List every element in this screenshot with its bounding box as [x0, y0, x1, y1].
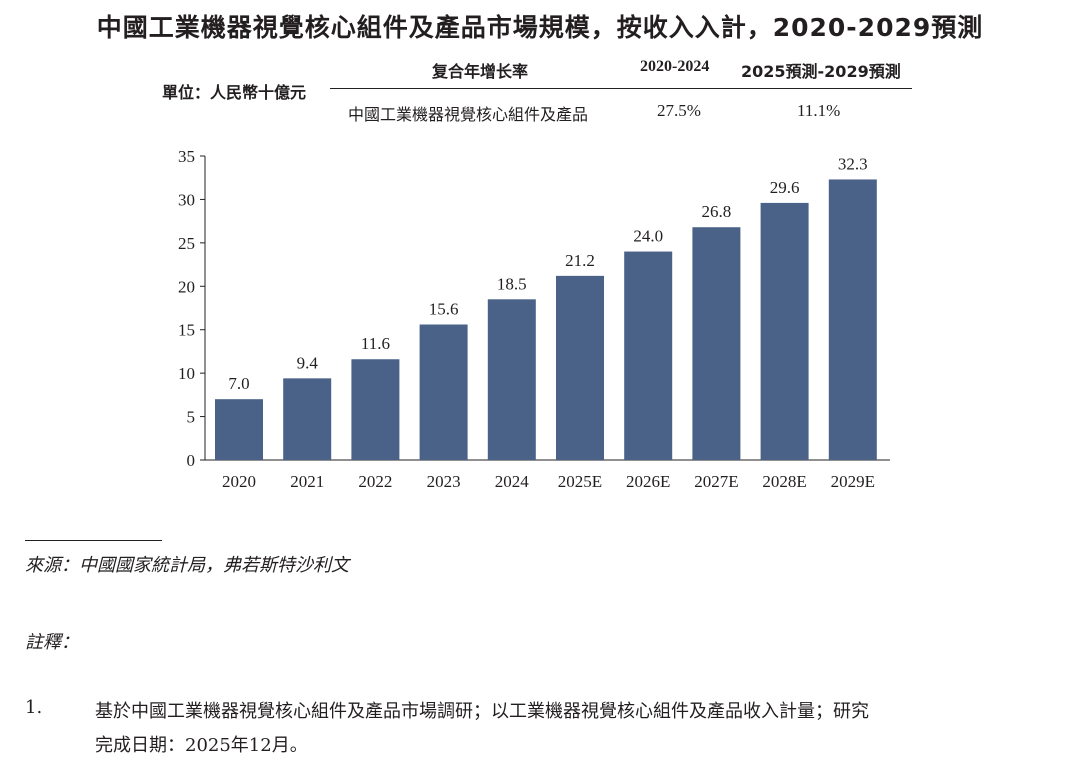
y-tick-label: 35 [178, 147, 195, 166]
bar-2023 [419, 324, 468, 460]
note-line-2: 完成日期：2025年12月。 [95, 735, 308, 756]
x-tick-label: 2021 [290, 472, 324, 491]
bar-2024 [487, 299, 536, 460]
x-tick-label: 2026E [626, 472, 670, 491]
x-tick-label: 2029E [831, 472, 875, 491]
bar-2029E [828, 179, 877, 461]
y-tick-label: 20 [178, 277, 195, 296]
bar-value-label: 29.6 [770, 178, 800, 197]
note-number: 1. [25, 697, 43, 718]
bar-value-label: 21.2 [565, 251, 595, 270]
cagr-header-label: 复合年增长率 [432, 62, 529, 81]
x-tick-label: 2025E [558, 472, 602, 491]
notes-label: 註釋： [25, 632, 79, 653]
cagr-col1-header: 2020-2024 [640, 58, 710, 75]
y-tick-label: 5 [187, 408, 196, 427]
x-tick-label: 2022 [358, 472, 392, 491]
x-tick-label: 2024 [495, 472, 530, 491]
bar-2020 [215, 399, 263, 460]
bar-2026E [624, 251, 673, 460]
bar-2021 [283, 378, 332, 460]
y-tick-label: 0 [187, 451, 196, 470]
bar-value-label: 26.8 [702, 202, 732, 221]
bar-chart: 0 5 10 15 20 25 30 35 7.0 2020 9.4 2021 11.6 2022 15.6… [178, 147, 890, 491]
footnote-rule [25, 540, 162, 541]
bar-value-label: 15.6 [429, 300, 459, 319]
note-line-1: 基於中國工業機器視覺核心組件及產品市場調研；以工業機器視覺核心組件及產品收入計量… [95, 701, 869, 722]
bar-2028E [760, 202, 809, 460]
bar-2025E [556, 275, 604, 460]
y-tick-label: 15 [178, 321, 195, 340]
y-tick-label: 30 [178, 190, 195, 209]
x-tick-label: 2023 [427, 472, 461, 491]
y-tick-label: 10 [178, 364, 195, 383]
x-tick-label: 2028E [762, 472, 806, 491]
bar-value-label: 32.3 [838, 154, 868, 173]
x-tick-label: 2027E [694, 472, 738, 491]
x-tick-label: 2020 [222, 472, 256, 491]
bar-value-label: 18.5 [497, 274, 527, 293]
y-tick-label: 25 [178, 234, 195, 253]
unit-label: 單位：人民幣十億元 [162, 79, 313, 103]
cagr-row-value-1: 27.5% [657, 101, 701, 120]
cagr-table-rule [330, 88, 912, 89]
bar-value-label: 11.6 [361, 334, 390, 353]
bar-2022 [351, 359, 400, 460]
page-title: 中國工業機器視覺核心組件及產品市場規模，按收入入計，2020-2029預測 [96, 13, 984, 42]
bar-value-label: 24.0 [633, 227, 663, 246]
cagr-row-label: 中國工業機器視覺核心組件及產品 [348, 105, 589, 124]
bar-value-label: 9.4 [297, 353, 319, 372]
cagr-row-value-2: 11.1% [797, 101, 841, 120]
bar-2027E [692, 227, 741, 460]
bar-value-label: 7.0 [228, 374, 249, 393]
source-text: 來源：中國國家統計局，弗若斯特沙利文 [25, 555, 349, 576]
cagr-col2-header: 2025預測-2029預測 [741, 62, 901, 81]
